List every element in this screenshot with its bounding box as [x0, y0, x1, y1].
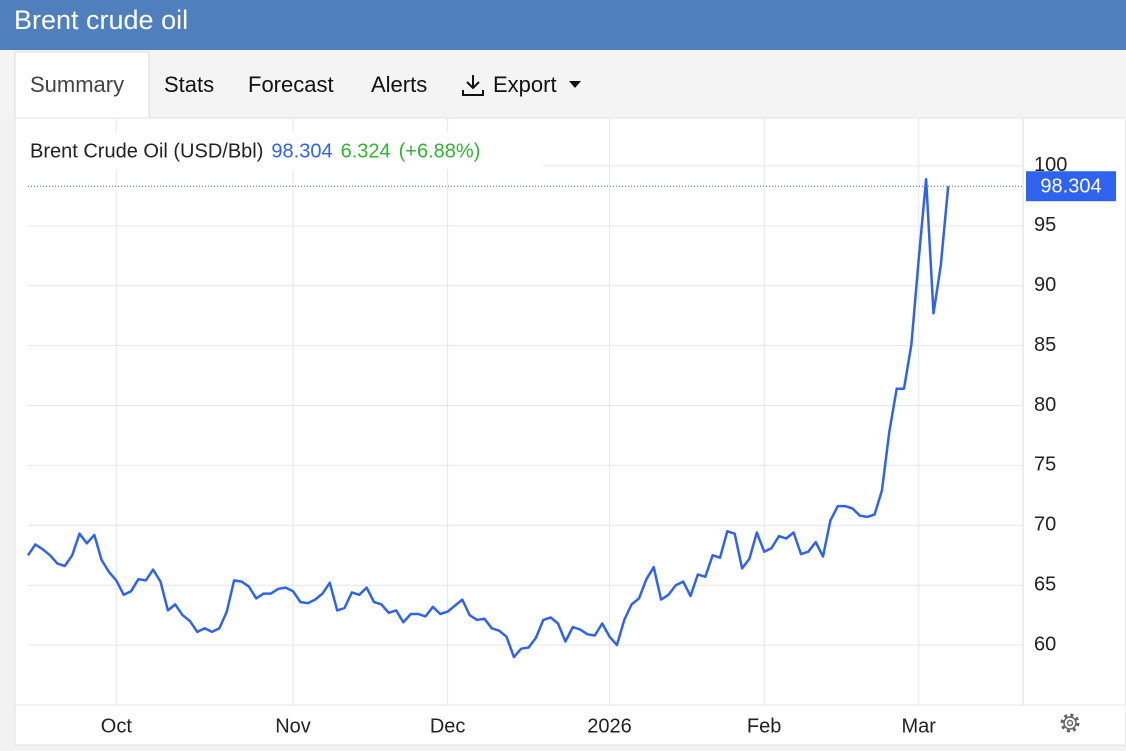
y-tick-label: 65	[1034, 573, 1056, 595]
x-tick-label: 2026	[587, 715, 632, 737]
gear-teeth	[1060, 713, 1080, 733]
legend-background	[20, 132, 542, 170]
y-tick-label: 80	[1034, 394, 1056, 416]
export-icon	[462, 75, 484, 96]
last-value-badge	[1026, 171, 1116, 202]
x-tick-label: Mar	[902, 715, 937, 737]
dropdown-caret	[569, 81, 581, 88]
tab-active	[14, 51, 150, 121]
legend-text: (+6.88%)	[399, 140, 481, 162]
price-line	[26, 177, 950, 659]
tab[interactable]: Summary	[30, 72, 124, 97]
settings-icon[interactable]	[1060, 713, 1080, 733]
x-tick-label: Feb	[747, 715, 781, 737]
y-tick-label: 60	[1034, 633, 1056, 655]
gear-ring	[1063, 716, 1077, 730]
gear-hole	[1066, 719, 1074, 727]
legend-text: Brent Crude Oil (USD/Bbl)	[30, 140, 263, 162]
x-tick-label: Oct	[101, 715, 133, 737]
y-tick-label: 95	[1034, 214, 1056, 236]
y-tick-label: 75	[1034, 454, 1056, 476]
tab-bar	[0, 50, 1126, 118]
tab[interactable]: Export	[493, 72, 557, 97]
tab[interactable]: Stats	[164, 72, 214, 97]
legend-text: 6.324	[341, 140, 391, 162]
y-tick-label: 85	[1034, 334, 1056, 356]
x-tick-label: Nov	[275, 715, 311, 737]
tab[interactable]: Alerts	[371, 72, 427, 97]
chart-panel	[14, 117, 1126, 746]
y-tick-label: 100	[1034, 154, 1067, 176]
header-title: Brent crude oil	[14, 5, 188, 35]
y-tick-label: 90	[1034, 274, 1056, 296]
tab[interactable]: Forecast	[248, 72, 334, 97]
last-value-label: 98.304	[1040, 176, 1101, 198]
legend-text: 98.304	[271, 140, 332, 162]
plot: 60 65 70 75 80 85 90 95 100 Oct Nov Dec 2026 Feb Mar Br…	[15, 118, 1126, 737]
y-tick-label: 70	[1034, 514, 1056, 536]
x-tick-label: Dec	[430, 715, 466, 737]
header-bar	[0, 0, 1126, 50]
